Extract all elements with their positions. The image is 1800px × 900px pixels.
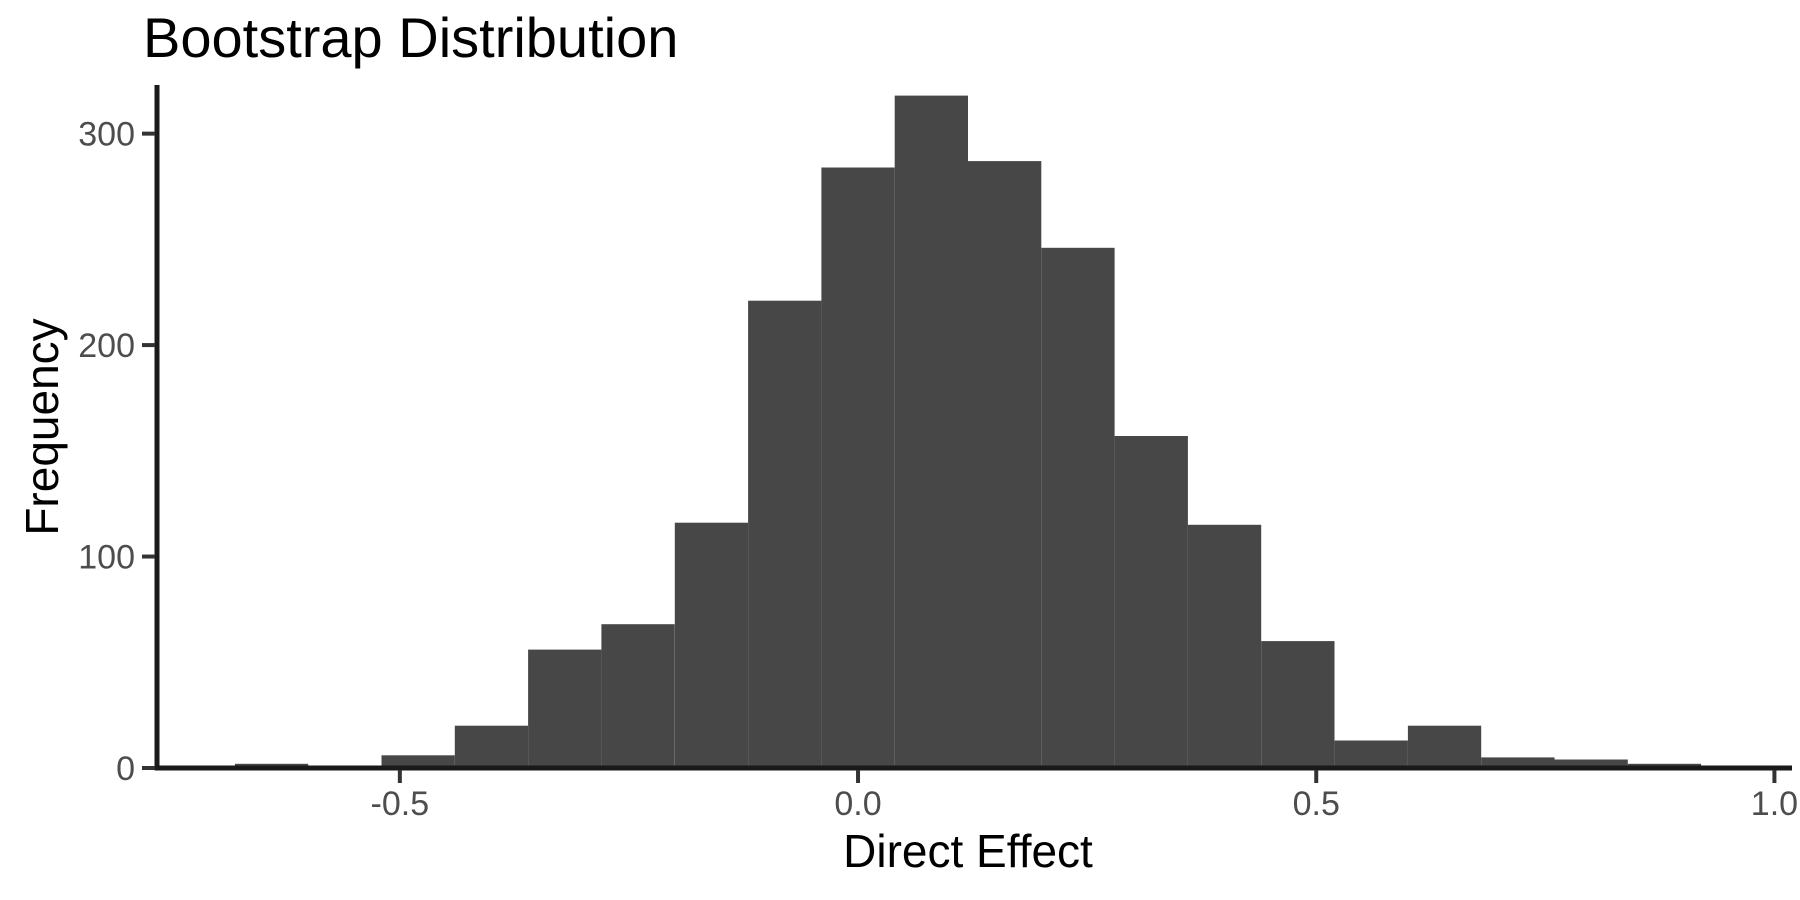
histogram-bar bbox=[601, 624, 675, 768]
histogram-bar bbox=[1407, 725, 1482, 768]
x-axis-tick-label: -0.5 bbox=[371, 785, 430, 823]
y-axis-tick-label: 0 bbox=[116, 750, 135, 788]
y-axis-tick-label: 200 bbox=[78, 327, 135, 365]
histogram-bar bbox=[1334, 740, 1408, 768]
histogram-bar bbox=[528, 649, 602, 768]
axes-group bbox=[154, 85, 1792, 771]
histogram-bar bbox=[1041, 247, 1115, 769]
histogram-bar bbox=[748, 300, 822, 768]
histogram-bar bbox=[381, 755, 455, 768]
x-axis-tick-label: 0.0 bbox=[834, 785, 881, 823]
histogram-bar bbox=[1554, 759, 1628, 768]
histogram-bar bbox=[1481, 757, 1555, 768]
x-axis-tick-label: 0.5 bbox=[1293, 785, 1340, 823]
x-axis-title: Direct Effect bbox=[843, 825, 1093, 877]
histogram-bar bbox=[1114, 436, 1188, 768]
histogram-bar bbox=[821, 167, 895, 768]
histogram-bar bbox=[1261, 641, 1335, 768]
histogram-bar bbox=[454, 725, 529, 768]
x-axis-tick-label: 1.0 bbox=[1751, 785, 1798, 823]
y-axis-tick-label: 300 bbox=[78, 116, 135, 154]
y-axis-title: Frequency bbox=[16, 318, 68, 535]
histogram-bar bbox=[894, 95, 968, 769]
histogram-bar bbox=[1187, 524, 1262, 768]
ticks-group: -0.5 0.0 0.5 1.0 0 100 200 300 bbox=[78, 116, 1798, 823]
histogram-bars-group bbox=[234, 95, 1702, 769]
histogram-bar bbox=[968, 161, 1042, 769]
chart-title: Bootstrap Distribution bbox=[143, 6, 678, 69]
histogram-bar bbox=[674, 522, 749, 768]
y-axis-tick-label: 100 bbox=[78, 539, 135, 577]
